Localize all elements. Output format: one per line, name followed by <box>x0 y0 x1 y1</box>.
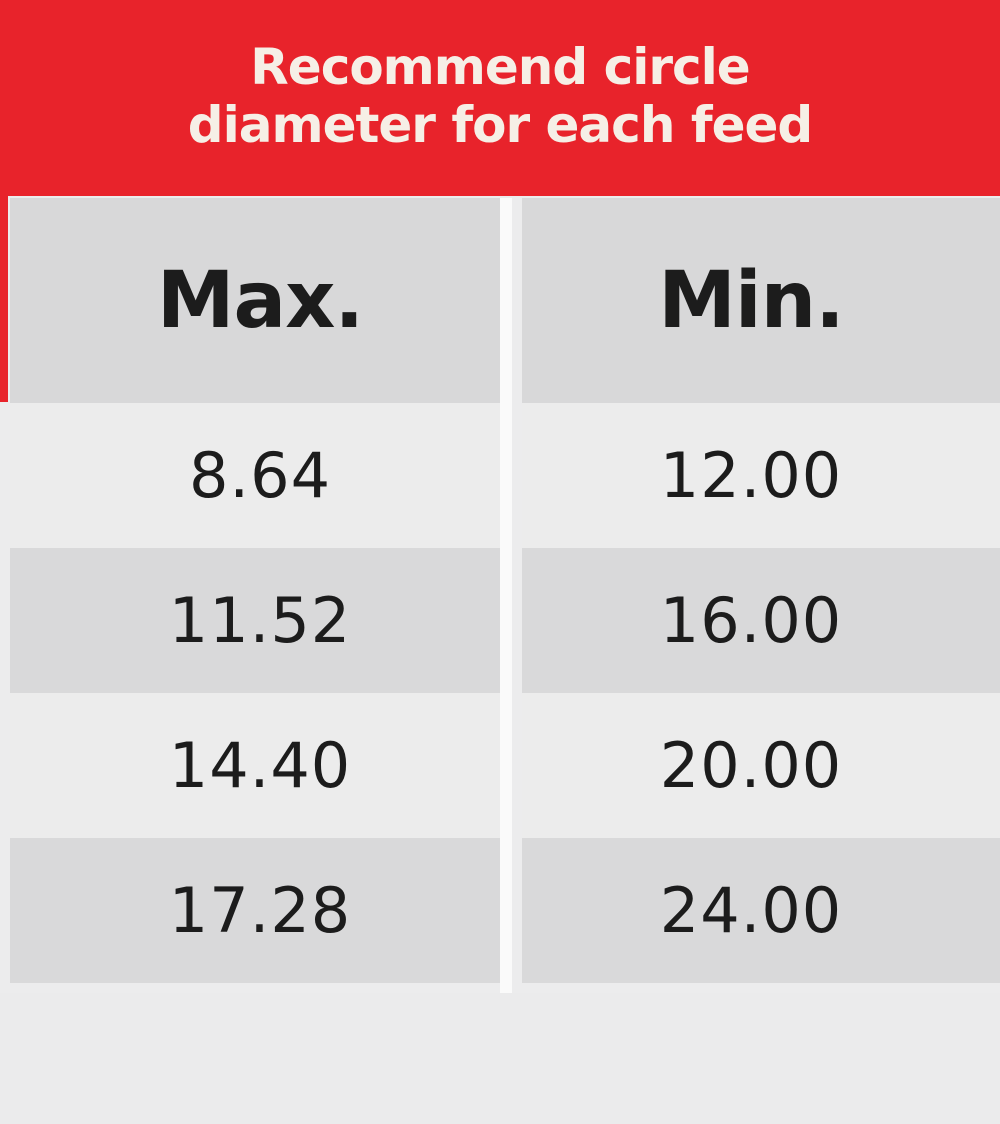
table-row: 11.52 16.00 <box>10 548 1000 693</box>
min-cell: 12.00 <box>522 403 1000 548</box>
table-title: Recommend circle diameter for each feed <box>187 38 813 154</box>
column-header-min: Min. <box>522 198 1000 403</box>
bottom-margin <box>0 993 1000 1124</box>
max-value: 14.40 <box>168 729 352 802</box>
max-value: 17.28 <box>168 874 352 947</box>
min-cell: 16.00 <box>522 548 1000 693</box>
min-value: 16.00 <box>659 584 843 657</box>
max-cell: 8.64 <box>10 403 500 548</box>
table-row: 14.40 20.00 <box>10 693 1000 838</box>
column-divider <box>500 198 512 993</box>
min-value: 20.00 <box>659 729 843 802</box>
column-header-max-label: Max. <box>156 255 364 346</box>
title-banner: Recommend circle diameter for each feed <box>0 0 1000 196</box>
table-header-row: Max. Min. <box>10 198 1000 403</box>
column-header-min-label: Min. <box>658 255 845 346</box>
max-cell: 17.28 <box>10 838 500 983</box>
column-header-max: Max. <box>10 198 500 403</box>
min-value: 24.00 <box>659 874 843 947</box>
min-value: 12.00 <box>659 439 843 512</box>
max-value: 8.64 <box>188 439 332 512</box>
max-value: 11.52 <box>168 584 352 657</box>
max-cell: 14.40 <box>10 693 500 838</box>
table-row: 8.64 12.00 <box>10 403 1000 548</box>
banner-edge <box>0 196 8 402</box>
diameter-table: Max. Min. 8.64 12.00 11.52 16.00 14.40 2… <box>10 198 1000 983</box>
table-row: 17.28 24.00 <box>10 838 1000 983</box>
min-cell: 20.00 <box>522 693 1000 838</box>
min-cell: 24.00 <box>522 838 1000 983</box>
max-cell: 11.52 <box>10 548 500 693</box>
